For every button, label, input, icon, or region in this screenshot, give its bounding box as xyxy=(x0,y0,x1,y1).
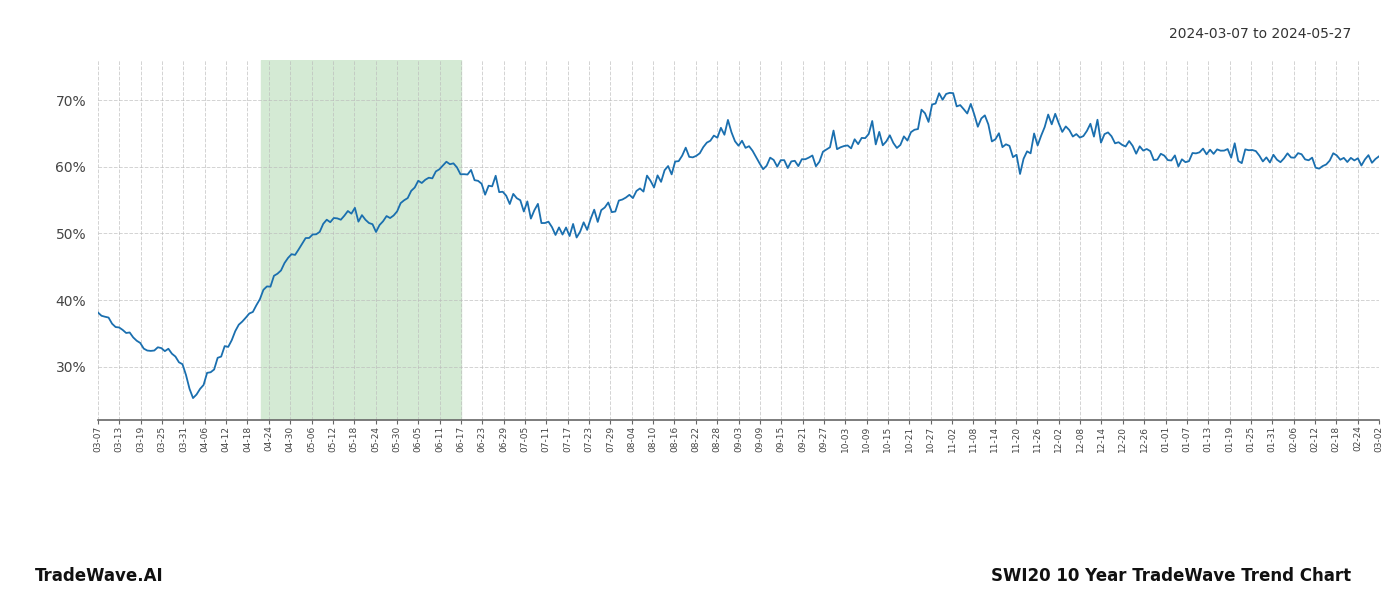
Text: TradeWave.AI: TradeWave.AI xyxy=(35,567,164,585)
Bar xyxy=(260,60,461,420)
Text: SWI20 10 Year TradeWave Trend Chart: SWI20 10 Year TradeWave Trend Chart xyxy=(991,567,1351,585)
Text: 2024-03-07 to 2024-05-27: 2024-03-07 to 2024-05-27 xyxy=(1169,27,1351,41)
